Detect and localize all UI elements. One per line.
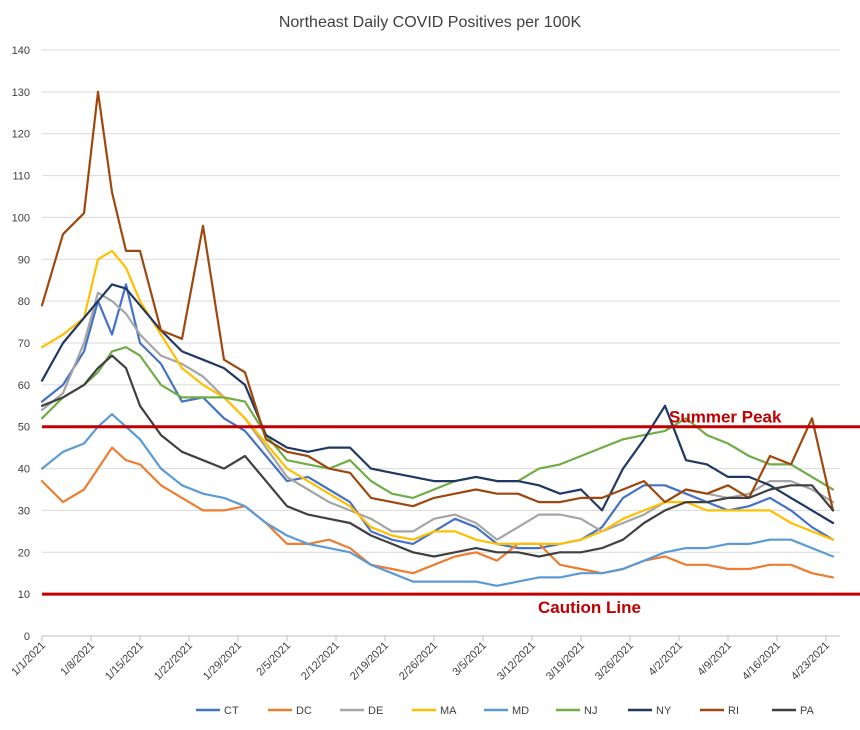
y-tick-label: 90 — [18, 254, 30, 266]
legend-label-md: MD — [512, 705, 529, 717]
series-line-md — [40, 413, 835, 587]
series-line-ct — [40, 283, 835, 550]
y-tick-label: 0 — [24, 631, 30, 643]
y-tick-label: 100 — [12, 212, 30, 224]
y-tick-label: 10 — [18, 589, 30, 601]
y-tick-label: 60 — [18, 380, 30, 392]
series-line-pa — [40, 354, 835, 558]
summer-peak-label: Summer Peak — [669, 408, 782, 427]
y-tick-label: 20 — [18, 547, 30, 559]
y-tick-label: 120 — [12, 129, 30, 141]
y-tick-label: 30 — [18, 505, 30, 517]
y-tick-label: 130 — [12, 87, 30, 99]
legend-label-ma: MA — [440, 705, 457, 717]
caution-line-label: Caution Line — [538, 598, 641, 617]
legend-label-ny: NY — [656, 705, 672, 717]
y-tick-label: 50 — [18, 422, 30, 434]
legend-label-ct: CT — [224, 705, 239, 717]
legend-label-nj: NJ — [584, 705, 597, 717]
legend: CT DC DE MA MD NJ NY RI PA — [196, 705, 815, 717]
y-tick-label: 40 — [18, 464, 30, 476]
series-line-ri — [40, 90, 835, 512]
legend-label-ri: RI — [728, 705, 739, 717]
legend-label-pa: PA — [800, 705, 815, 717]
y-axis-ticks: 0 10 20 30 40 50 60 70 80 90 100 110 120 130 140 — [12, 45, 30, 643]
y-tick-label: 140 — [12, 45, 30, 57]
y-tick-label: 110 — [12, 171, 30, 183]
reference-lines: Summer Peak Caution Line — [42, 408, 860, 617]
y-tick-label: 80 — [18, 296, 30, 308]
series-line-dc — [40, 446, 835, 579]
legend-label-dc: DC — [296, 705, 312, 717]
legend-label-de: DE — [368, 705, 383, 717]
y-tick-label: 70 — [18, 338, 30, 350]
chart-title: Northeast Daily COVID Positives per 100K — [279, 14, 582, 31]
series-line-ny — [40, 283, 835, 525]
series-lines — [40, 90, 835, 587]
